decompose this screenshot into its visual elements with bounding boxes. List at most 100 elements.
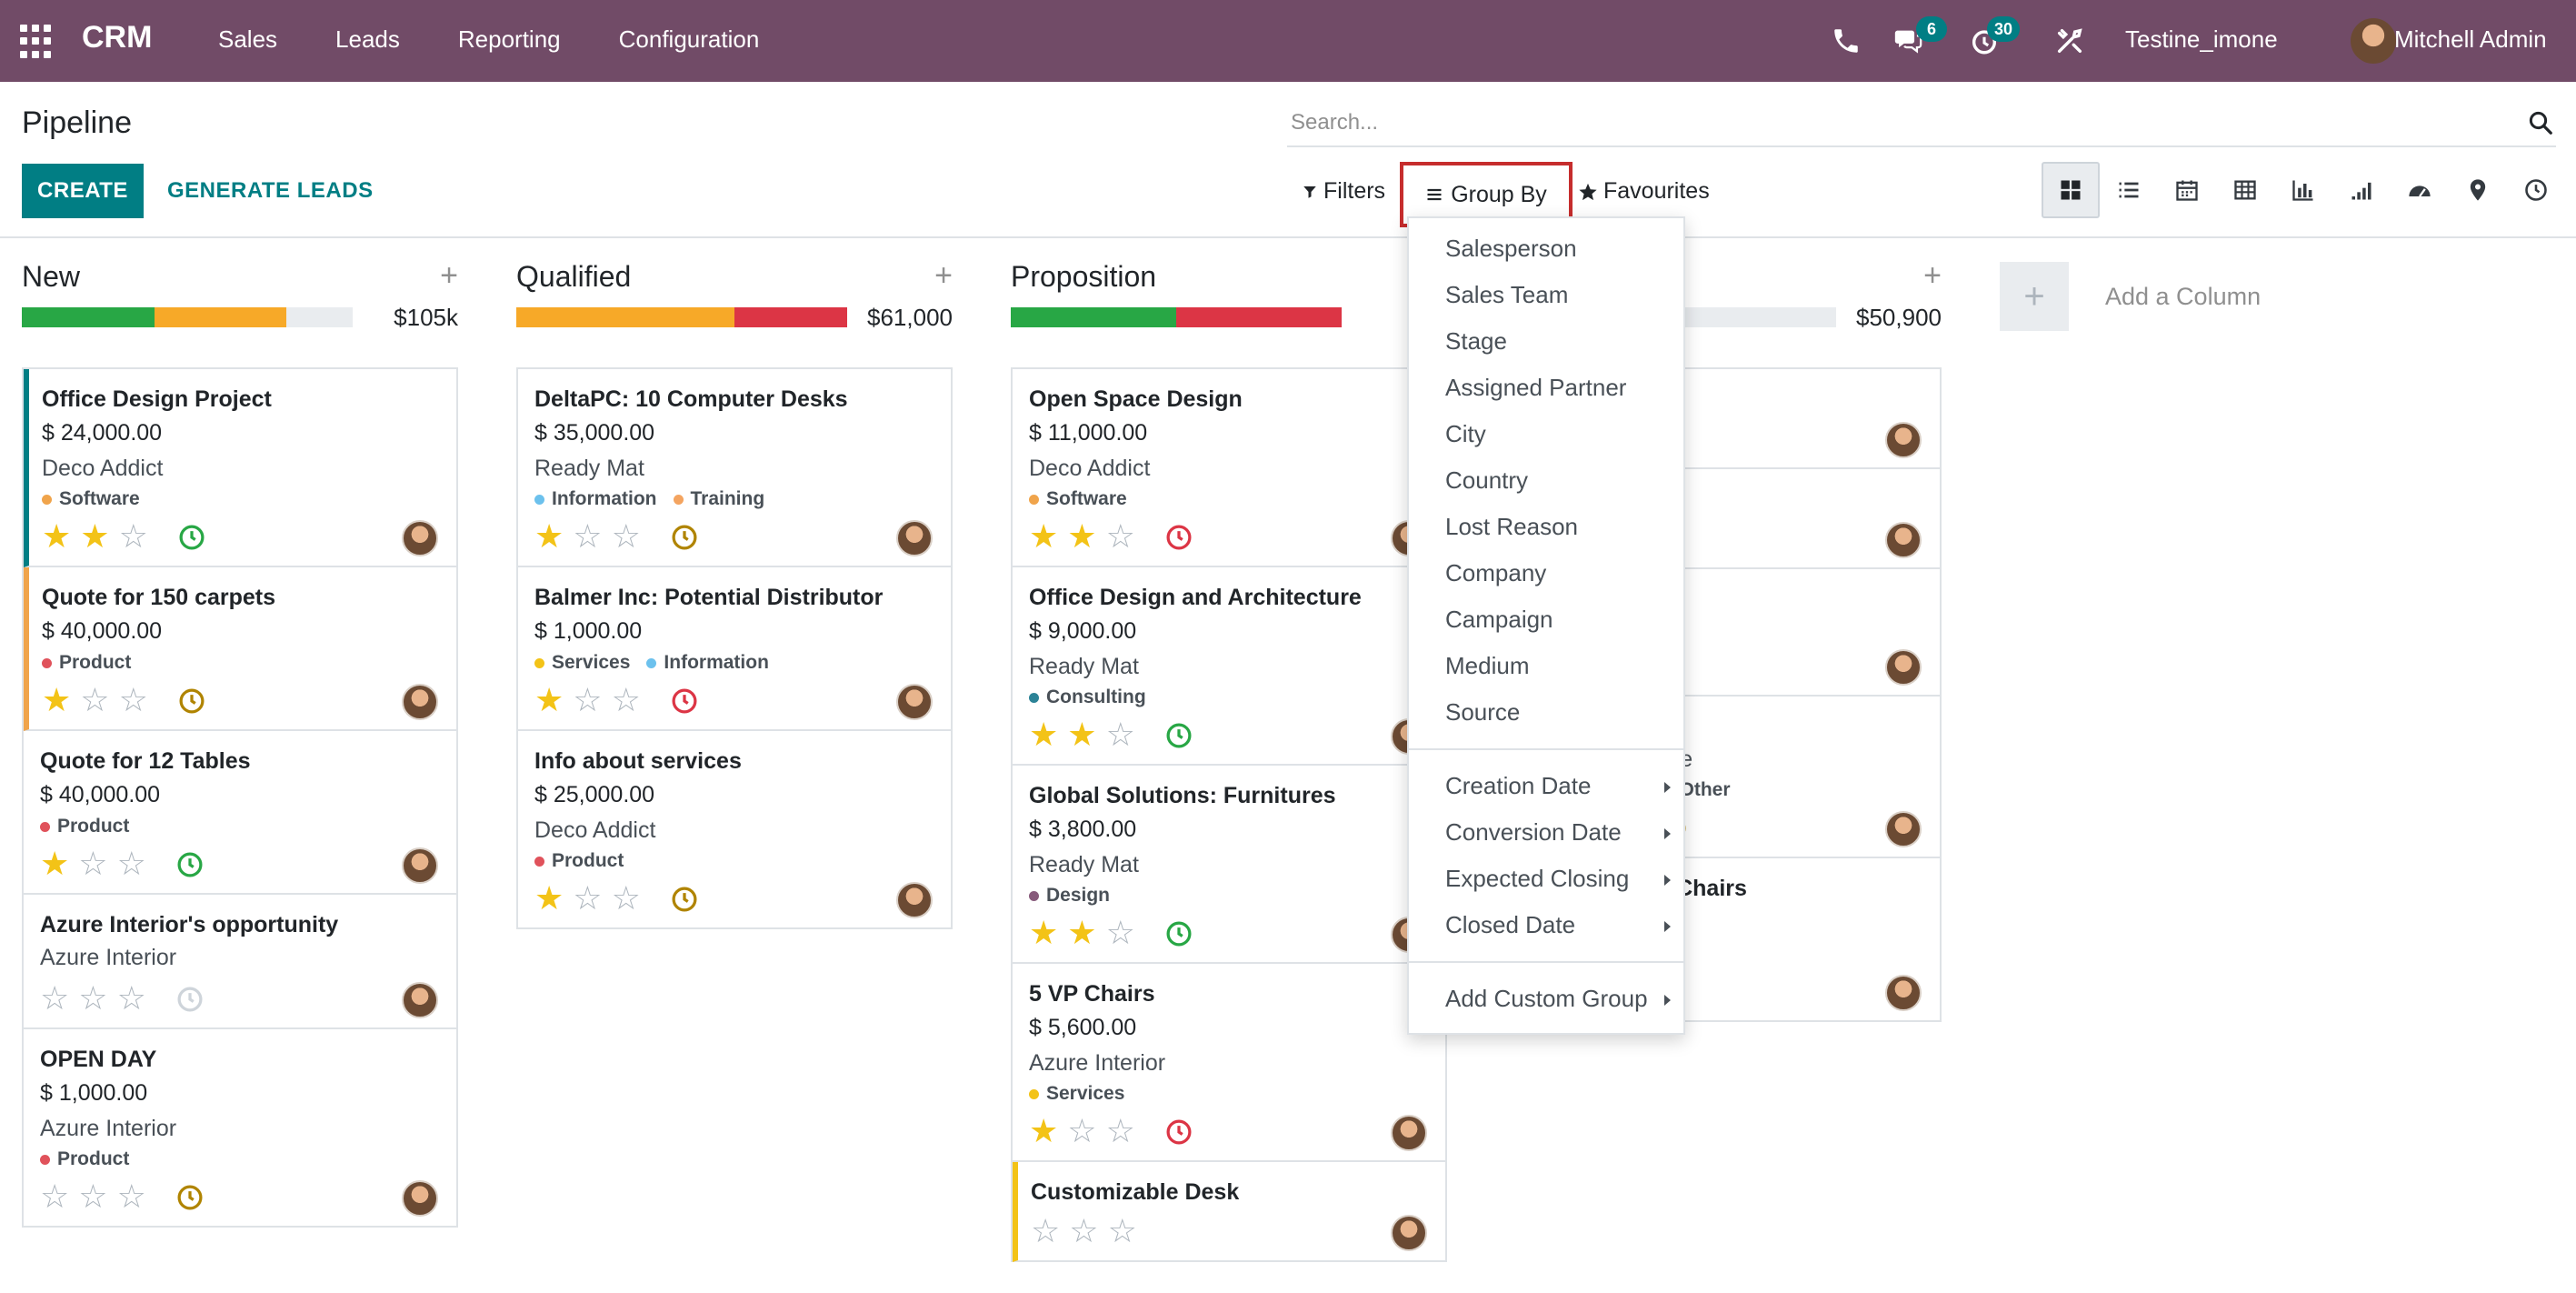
activity-clock-icon[interactable] <box>178 687 205 715</box>
salesperson-avatar[interactable] <box>1885 522 1922 558</box>
kanban-view-button[interactable] <box>2042 162 2100 218</box>
priority-star-icon[interactable]: ☆ <box>573 681 603 718</box>
priority-star-icon[interactable]: ☆ <box>1105 517 1135 555</box>
group-by-date-option[interactable]: Creation Date <box>1409 763 1683 809</box>
quick-create-plus-icon[interactable]: + <box>934 258 953 293</box>
priority-star-icon[interactable]: ☆ <box>573 879 603 917</box>
activity-clock-icon[interactable] <box>1165 524 1193 551</box>
priority-star-icon[interactable]: ☆ <box>611 879 641 917</box>
priority-star-icon[interactable]: ☆ <box>118 517 148 555</box>
create-button[interactable]: CREATE <box>22 164 144 218</box>
company-switcher[interactable]: Testine_imone <box>2125 25 2278 53</box>
salesperson-avatar[interactable] <box>1391 1215 1427 1251</box>
group-by-option[interactable]: Source <box>1409 689 1683 736</box>
salesperson-avatar[interactable] <box>402 684 438 720</box>
tools-icon[interactable] <box>2054 25 2085 56</box>
progress-segment[interactable] <box>1176 307 1342 327</box>
priority-star-icon[interactable]: ☆ <box>80 681 110 718</box>
activity-clock-icon[interactable] <box>1165 722 1193 749</box>
priority-star-icon[interactable]: ★ <box>1029 914 1059 951</box>
priority-star-icon[interactable]: ☆ <box>116 845 146 882</box>
group-by-option[interactable]: City <box>1409 411 1683 457</box>
activity-clock-icon[interactable] <box>671 687 698 715</box>
app-brand[interactable]: CRM <box>82 20 153 55</box>
kanban-card[interactable]: OPEN DAY $ 1,000.00 Azure Interior Product ☆… <box>24 1029 456 1228</box>
priority-star-icon[interactable]: ☆ <box>118 681 148 718</box>
pivot-view-button[interactable] <box>2216 162 2274 218</box>
priority-star-icon[interactable]: ☆ <box>116 979 146 1017</box>
priority-star-icon[interactable]: ☆ <box>1031 1212 1061 1249</box>
priority-star-icon[interactable]: ☆ <box>1105 1112 1135 1149</box>
menu-sales[interactable]: Sales <box>218 25 278 53</box>
salesperson-avatar[interactable] <box>1885 422 1922 458</box>
group-by-date-option[interactable]: Expected Closing <box>1409 856 1683 902</box>
column-title[interactable]: Proposition <box>1011 260 1157 293</box>
group-by-option[interactable]: Lost Reason <box>1409 504 1683 550</box>
priority-star-icon[interactable]: ☆ <box>611 517 641 555</box>
activity-clock-icon[interactable] <box>176 1184 204 1211</box>
priority-star-icon[interactable]: ☆ <box>1067 1112 1097 1149</box>
column-progress-bar[interactable] <box>1011 307 1342 327</box>
column-progress-bar[interactable] <box>22 307 353 327</box>
priority-star-icon[interactable]: ★ <box>534 517 564 555</box>
kanban-card[interactable]: Office Design and Architecture $ 9,000.00… <box>1013 567 1445 766</box>
priority-star-icon[interactable]: ☆ <box>40 979 70 1017</box>
progress-segment[interactable] <box>22 307 155 327</box>
salesperson-avatar[interactable] <box>896 684 933 720</box>
activity-clock-icon[interactable] <box>671 886 698 913</box>
salesperson-avatar[interactable] <box>402 520 438 556</box>
column-title[interactable]: New <box>22 260 81 293</box>
group-by-date-option[interactable]: Closed Date <box>1409 902 1683 948</box>
activity-clock-icon[interactable] <box>671 524 698 551</box>
group-by-option[interactable]: Sales Team <box>1409 272 1683 318</box>
group-by-option[interactable]: Medium <box>1409 643 1683 689</box>
dashboard-view-button[interactable] <box>2391 162 2449 218</box>
priority-star-icon[interactable]: ☆ <box>611 681 641 718</box>
priority-star-icon[interactable]: ☆ <box>1107 1212 1137 1249</box>
priority-star-icon[interactable]: ☆ <box>40 1178 70 1215</box>
kanban-card[interactable]: Quote for 12 Tables $ 40,000.00 Product ★ ☆ ☆ <box>24 731 456 895</box>
calendar-view-button[interactable] <box>2158 162 2216 218</box>
search-icon[interactable] <box>2527 109 2554 136</box>
kanban-card[interactable]: Quote for 150 carpets $ 40,000.00 Product ★… <box>24 567 456 731</box>
priority-star-icon[interactable]: ★ <box>1029 716 1059 753</box>
column-progress-bar[interactable] <box>516 307 847 327</box>
priority-star-icon[interactable]: ☆ <box>78 845 108 882</box>
priority-star-icon[interactable]: ★ <box>1067 716 1097 753</box>
progress-segment[interactable] <box>1011 307 1176 327</box>
priority-star-icon[interactable]: ★ <box>1067 517 1097 555</box>
salesperson-avatar[interactable] <box>1885 811 1922 847</box>
group-by-option[interactable]: Company <box>1409 550 1683 596</box>
column-title[interactable]: Qualified <box>516 260 632 293</box>
menu-leads[interactable]: Leads <box>335 25 400 53</box>
add-custom-group-option[interactable]: Add Custom Group <box>1409 976 1683 1022</box>
progress-segment[interactable] <box>734 307 847 327</box>
progress-segment[interactable] <box>154 307 287 327</box>
group-by-option[interactable]: Campaign <box>1409 596 1683 643</box>
kanban-card[interactable]: Balmer Inc: Potential Distributor $ 1,000… <box>518 567 951 731</box>
salesperson-avatar[interactable] <box>896 882 933 918</box>
progress-segment[interactable] <box>516 307 735 327</box>
kanban-card[interactable]: Info about services $ 25,000.00 Deco Addic… <box>518 731 951 929</box>
search-input[interactable] <box>1287 100 2487 145</box>
priority-star-icon[interactable]: ★ <box>1067 914 1097 951</box>
priority-star-icon[interactable]: ☆ <box>78 979 108 1017</box>
priority-star-icon[interactable]: ★ <box>1029 1112 1059 1149</box>
filters-button[interactable]: Filters <box>1302 178 1385 205</box>
salesperson-avatar[interactable] <box>1885 649 1922 686</box>
menu-configuration[interactable]: Configuration <box>618 25 760 53</box>
favourites-button[interactable]: Favourites <box>1578 178 1710 205</box>
quick-create-plus-icon[interactable]: + <box>1923 258 1942 293</box>
activity-clock-icon[interactable] <box>176 851 204 878</box>
cohort-view-button[interactable] <box>2332 162 2391 218</box>
kanban-card[interactable]: Azure Interior's opportunity Azure Interi… <box>24 895 456 1029</box>
quick-create-plus-icon[interactable]: + <box>440 258 458 293</box>
priority-star-icon[interactable]: ★ <box>534 879 564 917</box>
salesperson-avatar[interactable] <box>896 520 933 556</box>
priority-star-icon[interactable]: ☆ <box>116 1178 146 1215</box>
group-by-option[interactable]: Country <box>1409 457 1683 504</box>
activity-view-button[interactable] <box>2507 162 2565 218</box>
salesperson-avatar[interactable] <box>402 1180 438 1217</box>
salesperson-avatar[interactable] <box>1885 975 1922 1011</box>
apps-menu-icon[interactable] <box>20 25 55 59</box>
